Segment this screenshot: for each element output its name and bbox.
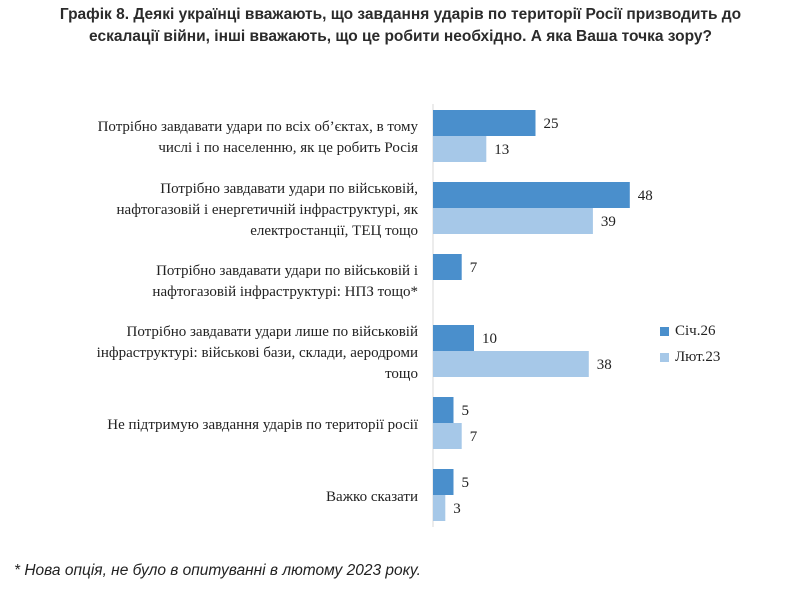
category-label-line: Потрібно завдавати удари лише по військо… — [126, 323, 418, 340]
category-label-line: Потрібно завдавати удари по військовій і — [156, 263, 418, 279]
bar-series-2 — [433, 136, 487, 162]
data-label-series-1: 48 — [638, 188, 653, 204]
bar-series-1 — [433, 397, 454, 423]
chart-title-line-1: Графік 8. Деякі українці вважають, що за… — [59, 6, 742, 23]
data-label-series-1: 7 — [470, 260, 478, 276]
legend-item-series-1: Січ.26 — [660, 318, 720, 344]
data-label-series-1: 5 — [462, 403, 470, 419]
data-label-series-2: 3 — [453, 501, 461, 517]
bar-series-1 — [433, 254, 462, 280]
data-label-series-2: 7 — [470, 429, 478, 445]
bar-series-1 — [433, 182, 630, 208]
footnote: * Нова опція, не було в опитуванні в лют… — [14, 562, 421, 579]
category-label: Потрібно завдавати удари по військовій і… — [18, 261, 418, 303]
category-label-line: Не підтримую завдання ударів по територі… — [107, 416, 418, 433]
category-label-line: електростанції, ТЕЦ тощо — [250, 222, 418, 239]
data-label-series-2: 13 — [494, 142, 509, 158]
legend-swatch-series-1 — [660, 326, 669, 336]
data-label-series-1: 10 — [482, 331, 497, 347]
category-label-line: Важко сказати — [326, 488, 418, 505]
category-label-line: числі і по населенню, як це робить Росія — [158, 140, 418, 156]
category-label-line: Потрібно завдавати удари по всіх об’єкта… — [97, 119, 418, 135]
category-label: Не підтримую завдання ударів по територі… — [18, 415, 418, 436]
data-label-series-1: 5 — [462, 475, 470, 491]
bar-series-1 — [433, 325, 474, 351]
category-label-line: інфраструктурі: військові бази, склади, … — [96, 344, 418, 361]
category-label-line: нафтогазовій і енергетичній інфраструкту… — [116, 201, 418, 218]
legend-item-series-2: Лют.23 — [660, 344, 720, 370]
category-label-line: нафтогазовій інфраструктурі: НПЗ тощо* — [152, 284, 418, 300]
category-label: Потрібно завдавати удари по всіх об’єкта… — [18, 117, 418, 159]
data-label-series-1: 25 — [544, 116, 559, 132]
legend-label-series-2: Лют.23 — [675, 348, 721, 365]
bar-series-2 — [433, 208, 593, 234]
chart-title-line-2: ескалації війни, інші вважають, що це ро… — [89, 28, 712, 45]
category-label: Важко сказати — [18, 487, 418, 508]
legend: Січ.26 Лют.23 — [660, 318, 720, 370]
bar-series-2 — [433, 495, 446, 521]
category-label-line: тощо — [385, 365, 418, 382]
category-label: Потрібно завдавати удари по військовій, н… — [18, 179, 418, 242]
chart-title: Графік 8. Деякі українці вважають, що за… — [0, 4, 801, 48]
data-label-series-2: 39 — [601, 214, 616, 230]
bar-series-1 — [433, 469, 454, 495]
data-label-series-2: 38 — [597, 357, 612, 373]
category-label-line: Потрібно завдавати удари по військовій, — [160, 180, 418, 197]
bar-series-2 — [433, 423, 462, 449]
category-label: Потрібно завдавати удари лише по військо… — [18, 322, 418, 385]
bar-series-2 — [433, 351, 589, 377]
legend-swatch-series-2 — [660, 352, 669, 362]
legend-label-series-1: Січ.26 — [675, 322, 716, 339]
bar-series-1 — [433, 110, 536, 136]
